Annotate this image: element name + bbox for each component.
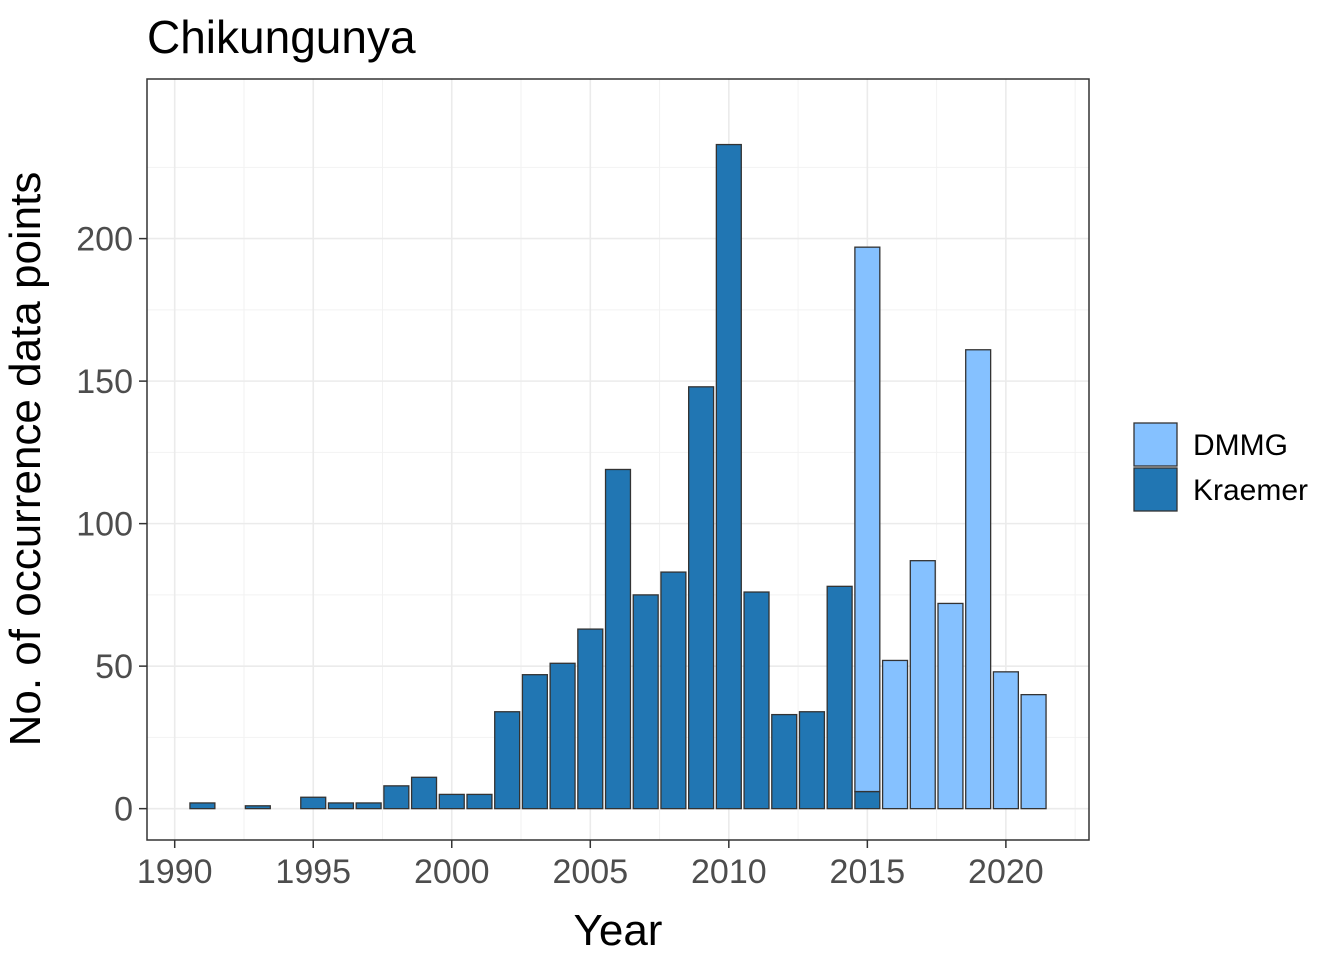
bar-dmmg-2021 (1020, 693, 1047, 810)
bar-kraemer-2010 (715, 143, 742, 810)
bar-kraemer-2014 (826, 585, 853, 810)
y-axis: 0 50 100 150 200 (76, 221, 147, 829)
bar-kraemer-2013 (798, 711, 826, 810)
x-tick-label: 1990 (137, 853, 213, 891)
bar-kraemer-2005 (577, 628, 604, 810)
bar-kraemer-1991 (189, 802, 216, 810)
y-tick-label: 200 (76, 221, 133, 259)
bar-dmmg-2019 (965, 349, 992, 810)
bar-kraemer-1995 (300, 796, 327, 810)
bar-kraemer-1999 (410, 776, 438, 810)
bar-kraemer-2000 (438, 793, 465, 810)
x-axis: 1990 1995 2000 2005 2010 2015 2020 (137, 840, 1044, 891)
x-tick-label: 1995 (275, 853, 351, 891)
x-tick-label: 2010 (691, 853, 767, 891)
bar-dmmg-2016 (881, 659, 909, 810)
chart-title: Chikungunya (147, 11, 416, 63)
legend-key-kraemer (1133, 467, 1178, 512)
legend-label-dmmg: DMMG (1193, 429, 1288, 462)
bar-kraemer-2015 (854, 790, 881, 810)
minor-gridlines (147, 79, 1089, 840)
bar-kraemer-2008 (660, 571, 687, 810)
bar-kraemer-1998 (383, 785, 410, 810)
bar-kraemer-2012 (771, 713, 798, 810)
bar-kraemer-2004 (549, 662, 576, 810)
bar-dmmg-2015 (854, 246, 881, 793)
x-tick-label: 2000 (414, 853, 490, 891)
y-tick-label: 150 (76, 363, 133, 401)
y-tick-label: 0 (114, 791, 133, 829)
y-tick-label: 50 (95, 648, 133, 686)
y-axis-title: No. of occurrence data points (1, 172, 50, 747)
bar-dmmg-2017 (909, 560, 936, 810)
bar-kraemer-2001 (466, 793, 493, 810)
legend: DMMG Kraemer (1133, 422, 1308, 512)
plot-panel-border (146, 78, 1090, 841)
bar-dmmg-2018 (937, 602, 964, 810)
legend-label-kraemer: Kraemer (1193, 474, 1308, 507)
bar-kraemer-2007 (632, 594, 659, 810)
bar-dmmg-2020 (992, 671, 1020, 810)
x-axis-title: Year (574, 906, 663, 955)
bar-kraemer-2006 (604, 468, 632, 810)
bars (189, 143, 1047, 810)
bar-kraemer-2003 (521, 674, 549, 810)
bar-kraemer-2011 (743, 591, 770, 810)
legend-key-dmmg (1133, 422, 1178, 467)
bar-kraemer-1993 (244, 805, 271, 810)
x-tick-label: 2005 (552, 853, 628, 891)
bar-kraemer-1996 (327, 802, 355, 810)
bar-kraemer-1997 (355, 802, 382, 810)
x-tick-label: 2020 (968, 853, 1044, 891)
y-tick-label: 100 (76, 506, 133, 544)
bar-kraemer-2009 (688, 386, 715, 810)
x-tick-label: 2015 (830, 853, 906, 891)
bar-kraemer-2002 (494, 711, 521, 810)
